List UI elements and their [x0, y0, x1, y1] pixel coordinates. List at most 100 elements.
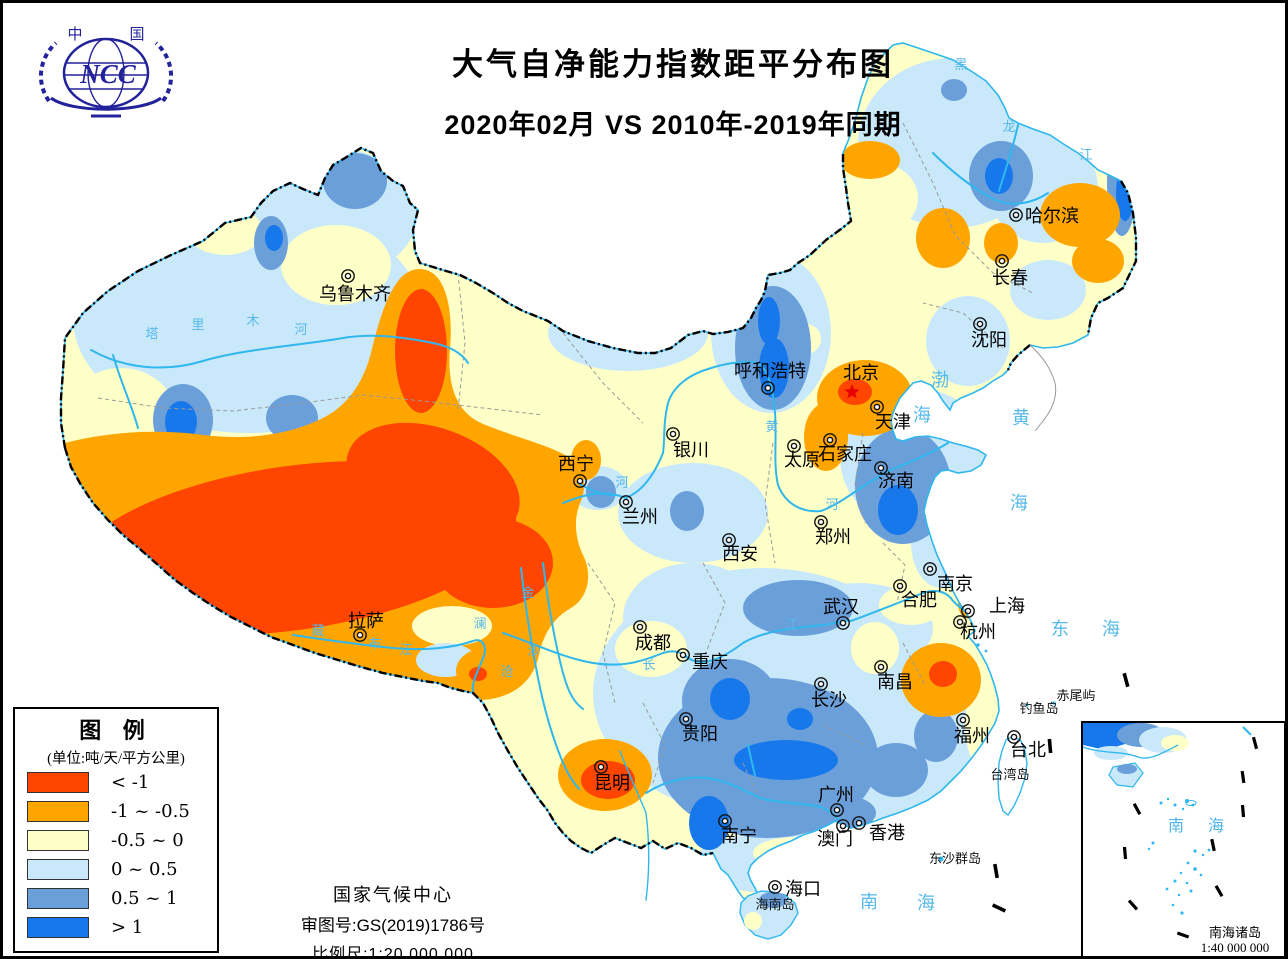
legend-label: -1 ~ -0.5 — [111, 801, 190, 822]
city-marker: 长春 — [992, 254, 1028, 288]
city-label: 福州 — [954, 726, 990, 746]
sea-label: 海 — [917, 893, 935, 913]
legend-item: 0 ~ 0.5 — [15, 855, 217, 884]
city-marker: 武汉 — [823, 597, 859, 630]
city-label: 合肥 — [901, 590, 937, 610]
sea-label: 东 — [1051, 619, 1069, 639]
rivers — [90, 124, 1049, 901]
city-label: 长春 — [992, 268, 1028, 288]
capital-marker: 北京 — [843, 363, 879, 399]
city-label: 上海 — [989, 596, 1025, 616]
city-label: 西安 — [722, 544, 758, 564]
city-label: 沈阳 — [971, 330, 1007, 350]
legend-label: > 1 — [111, 917, 144, 938]
city-marker: 西宁 — [558, 454, 594, 488]
legend-label: 0 ~ 0.5 — [111, 859, 178, 880]
sea-label: 南 — [860, 892, 878, 912]
legend-label: -0.5 ~ 0 — [111, 830, 184, 851]
city-marker: 拉萨 — [348, 611, 384, 642]
legend-label: < -1 — [111, 772, 150, 793]
sea-label: 黄 — [1012, 408, 1030, 428]
city-marker: 南昌 — [874, 660, 913, 692]
legend-unit: (单位:吨/天/平方公里) — [47, 751, 185, 767]
city-label: 长沙 — [811, 690, 847, 710]
city-label: 银川 — [673, 440, 709, 460]
city-label: 天津 — [875, 412, 911, 432]
legend-swatch — [27, 859, 89, 880]
river-label: 河 — [825, 497, 838, 512]
river-label: 布 — [368, 636, 381, 651]
sea-label: 海 — [1010, 493, 1028, 513]
river-label: 长 — [642, 657, 655, 672]
city-label: 乌鲁木齐 — [319, 284, 391, 304]
city-marker: 香港 — [852, 816, 905, 843]
city-label: 南昌 — [877, 672, 913, 692]
city-marker: 福州 — [954, 713, 990, 746]
page-title: 大气自净能力指数距平分布图 — [452, 47, 894, 82]
city-marker: 西安 — [722, 533, 758, 564]
river-label: 澜 — [473, 616, 486, 631]
capital-star-icon — [844, 384, 860, 399]
river-label: 江 — [1079, 147, 1092, 162]
city-label: 呼和浩特 — [734, 361, 806, 381]
province-borders — [97, 122, 1034, 804]
river-label: 江 — [399, 642, 412, 657]
city-label: 香港 — [869, 823, 905, 843]
city-label: 西宁 — [558, 454, 594, 474]
city-label: 哈尔滨 — [1025, 206, 1079, 226]
river-label: 藏 — [311, 623, 324, 638]
island-label: 海南岛 — [755, 897, 794, 912]
credit-license: 审图号:GS(2019)1786号 — [300, 916, 486, 935]
legend-swatch — [27, 772, 89, 793]
korea-outline — [1029, 344, 1057, 432]
river-label: 金 — [521, 585, 534, 600]
city-label: 拉萨 — [348, 611, 384, 631]
legend-item: -1 ~ -0.5 — [15, 797, 217, 826]
city-label: 广州 — [818, 785, 854, 805]
city-label: 南京 — [937, 574, 973, 594]
city-marker: 重庆 — [676, 648, 728, 672]
city-marker: 济南 — [874, 461, 914, 491]
city-marker: 呼和浩特 — [734, 361, 806, 395]
city-label: 澳门 — [817, 829, 853, 849]
river-label: 沙 — [527, 643, 540, 658]
river-label: 里 — [191, 317, 204, 332]
island-label: 赤尾屿 — [1056, 688, 1095, 703]
country-border — [59, 146, 1138, 857]
city-label: 海口 — [785, 879, 821, 899]
city-marker: 上海 — [961, 596, 1025, 618]
page-subtitle: 2020年02月 VS 2010年-2019年同期 — [444, 110, 902, 140]
logo-acronym: NCC — [79, 59, 137, 89]
sea-label: 渤 — [931, 370, 949, 390]
inset-nine-dash — [1122, 736, 1259, 939]
river-label: 塔 — [145, 326, 158, 341]
city-marker: 银川 — [666, 427, 709, 460]
river-label: 龙 — [1002, 119, 1015, 134]
inset-islands — [1147, 797, 1211, 915]
small-islands — [938, 643, 1056, 862]
city-marker: 杭州 — [953, 615, 996, 642]
river-label: 江 — [784, 617, 797, 632]
inset-scale: 1:40 000 000 — [1201, 940, 1270, 955]
logo-china-right: 国 — [129, 26, 144, 43]
island-label: 台湾岛 — [990, 767, 1029, 782]
city-marker: 海口 — [768, 879, 821, 899]
river-label: 黄 — [765, 419, 778, 434]
credit-org: 国家气候中心 — [333, 885, 453, 905]
legend-item: < -1 — [15, 768, 217, 797]
legend-swatch — [27, 888, 89, 909]
city-marker: 沈阳 — [971, 317, 1007, 350]
island-label: 东沙群岛 — [929, 851, 981, 866]
city-marker: 贵阳 — [679, 712, 718, 744]
city-label: 昆明 — [594, 773, 630, 793]
city-label: 贵阳 — [682, 724, 718, 744]
ncc-logo: 中 国 NCC — [38, 26, 174, 118]
river-label: 河 — [294, 322, 307, 337]
city-marker: 南宁 — [718, 814, 757, 846]
city-label: 武汉 — [823, 597, 859, 617]
city-marker: 哈尔滨 — [1009, 206, 1079, 226]
nine-dash-line — [991, 672, 1137, 913]
